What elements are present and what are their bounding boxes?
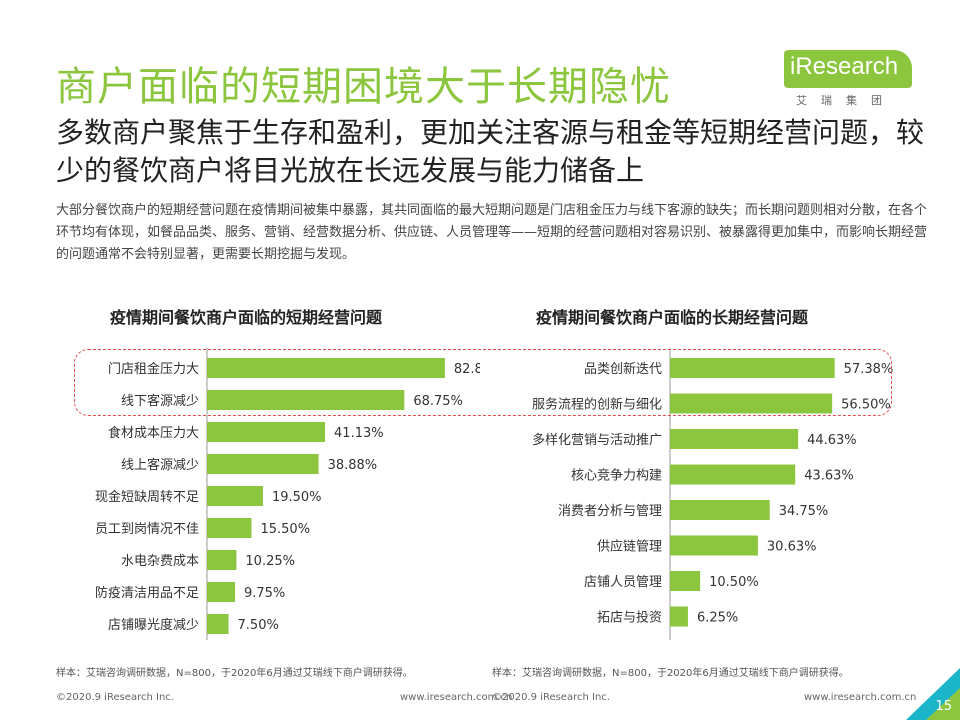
short-term-bar (207, 454, 319, 474)
source-note-left: 样本：艾瑞咨询调研数据，N=800，于2020年6月通过艾瑞线下商户调研获得。 (56, 668, 413, 679)
long-term-bar (670, 500, 770, 520)
long-term-value-label: 30.63% (767, 540, 817, 555)
long-term-chart-title: 疫情期间餐饮商户面临的长期经营问题 (536, 308, 809, 327)
long-term-bar (670, 429, 799, 449)
short-term-bar (207, 390, 405, 410)
short-term-category-label: 员工到岗情况不佳 (95, 522, 199, 537)
short-term-value-label: 68.75% (413, 394, 463, 409)
long-term-bar (670, 535, 758, 556)
short-term-category-label: 线上客源减少 (121, 457, 199, 473)
long-term-category-label: 品类创新迭代 (584, 361, 662, 377)
short-term-category-label: 食材成本压力大 (108, 425, 199, 441)
page-number-corner: 15 (906, 668, 960, 720)
short-term-bar (207, 486, 263, 506)
short-term-value-label: 7.50% (238, 618, 279, 633)
short-term-value-label: 19.50% (272, 490, 322, 505)
short-term-chart-title: 疫情期间餐饮商户面临的短期经营问题 (110, 308, 383, 327)
short-term-value-label: 41.13% (334, 426, 384, 441)
long-term-category-label: 店铺人员管理 (584, 575, 662, 590)
logo-text: iResearch (790, 53, 899, 80)
short-term-bar (207, 518, 252, 538)
long-term-value-label: 10.50% (709, 575, 759, 590)
short-term-bar (207, 422, 326, 442)
page-number: 15 (935, 699, 952, 714)
long-term-value-label: 44.63% (807, 433, 857, 448)
long-term-category-label: 服务流程的创新与细化 (532, 397, 662, 413)
long-term-bar-chart: 品类创新迭代 57.38%服务流程的创新与细化 56.50%多样化营销与活动推广 44… (532, 348, 894, 640)
footer-copyright-right: ©2020.9 iResearch Inc. (492, 692, 610, 703)
page-description: 大部分餐饮商户的短期经营问题在疫情期间被集中暴露，其共同面临的最大短期问题是门店… (56, 203, 928, 262)
corner-decoration (906, 668, 960, 720)
page-title: 商户面临的短期困境大于长期隐忧 (56, 64, 671, 110)
short-term-category-label: 线下客源减少 (121, 393, 199, 409)
short-term-value-label: 38.88% (328, 458, 378, 473)
short-term-bar-chart: 门店租金压力大 82.88% 线下客源减少 68.75% 食材成本压力大 41.13% 线上… (95, 348, 480, 640)
short-term-value-label: 15.50% (260, 522, 310, 537)
long-term-bar (670, 606, 688, 627)
short-term-category-label: 店铺曝光度减少 (108, 617, 199, 633)
long-term-category-label: 拓店与投资 (597, 610, 662, 626)
long-term-value-label: 34.75% (779, 504, 829, 519)
long-term-value-label: 57.38% (844, 362, 894, 377)
long-term-bar (670, 464, 796, 485)
long-term-value-label: 43.63% (804, 469, 854, 484)
page-subtitle: 多数商户聚焦于生存和盈利，更加关注客源与租金等短期经营问题，较少的餐饮商户将目光… (56, 116, 925, 187)
footer-copyright-left: ©2020.9 iResearch Inc. (56, 692, 174, 703)
short-term-bar (207, 614, 229, 634)
long-term-category-label: 供应链管理 (597, 539, 662, 555)
footer-website-left: www.iresearch.com.cn (400, 692, 513, 703)
short-term-category-label: 防疫清洁用品不足 (95, 585, 199, 601)
short-term-bar (207, 582, 235, 602)
short-term-bar (207, 550, 237, 570)
long-term-category-label: 核心竞争力构建 (571, 468, 662, 484)
logo-subtitle: 艾瑞集团 (796, 94, 896, 107)
long-term-value-label: 6.25% (697, 611, 738, 626)
long-term-category-label: 消费者分析与管理 (558, 504, 662, 519)
long-term-bar (670, 358, 835, 378)
source-note-right: 样本：艾瑞咨询调研数据，N=800，于2020年6月通过艾瑞线下商户调研获得。 (492, 668, 849, 679)
logo-mark (784, 50, 912, 88)
short-term-category-label: 水电杂费成本 (121, 554, 199, 569)
short-term-value-label: 10.25% (245, 554, 295, 569)
iresearch-logo: iResearch 艾瑞集团 (784, 50, 914, 110)
short-term-bar (207, 358, 445, 378)
long-term-bar (670, 571, 701, 591)
long-term-bar (670, 393, 833, 414)
footer-website-right: www.iresearch.com.cn (804, 692, 917, 703)
highlight-box (74, 349, 892, 416)
short-term-value-label: 82.88% (454, 362, 480, 377)
short-term-category-label: 门店租金压力大 (108, 361, 199, 377)
short-term-value-label: 9.75% (244, 586, 285, 601)
short-term-category-label: 现金短缺周转不足 (95, 489, 199, 505)
long-term-category-label: 多样化营销与活动推广 (532, 432, 662, 448)
